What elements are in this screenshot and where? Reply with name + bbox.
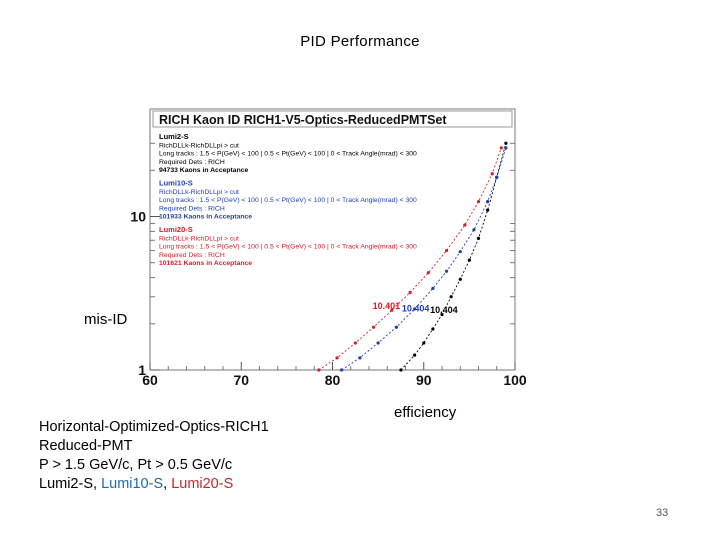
curve-annotation: 10.401 <box>373 301 401 311</box>
data-point <box>431 286 435 291</box>
data-point <box>394 325 398 329</box>
lumi10-label: Lumi10-S <box>101 476 164 492</box>
y-tick-label: 10 <box>130 209 146 225</box>
x-tick-label: 90 <box>416 372 432 388</box>
data-point <box>431 327 435 331</box>
data-point <box>413 353 417 357</box>
data-point <box>335 356 339 360</box>
data-point <box>408 290 412 295</box>
data-point <box>449 295 453 299</box>
data-point <box>358 356 362 360</box>
legend-text: 94733 Kaons in Acceptance <box>159 167 249 174</box>
lumi20-label: Lumi20-S <box>171 476 234 492</box>
notes-line-lumi: Lumi2-S, Lumi10-S, Lumi20-S <box>39 475 269 494</box>
data-point <box>426 271 430 275</box>
data-point <box>413 307 417 311</box>
data-point <box>440 312 444 317</box>
data-point <box>504 146 508 150</box>
page-number: 33 <box>656 507 669 519</box>
data-point <box>467 258 471 262</box>
data-point <box>472 228 476 232</box>
lumi-separator: , <box>163 476 172 492</box>
lumi2-label: Lumi2-S <box>39 476 93 492</box>
legend-text: RichDLLk-RichDLLpi > cut <box>159 189 239 196</box>
legend-text: RichDLLk-RichDLLpi > cut <box>159 235 239 242</box>
data-point <box>504 141 508 145</box>
y-tick-label: 1 <box>138 362 146 378</box>
x-tick-label: 80 <box>325 372 341 388</box>
data-point <box>340 368 344 372</box>
slide-notes: Horizontal-Optimized-Optics-RICH1 Reduce… <box>39 418 269 494</box>
notes-line-pmt: Reduced-PMT <box>39 438 133 454</box>
y-axis-caption: mis-ID <box>84 311 128 328</box>
x-axis-caption: efficiency <box>394 404 457 421</box>
slide-title: PID Performance <box>300 33 420 50</box>
data-point <box>490 172 494 176</box>
data-point <box>353 341 357 345</box>
data-point <box>486 200 490 204</box>
legend-text: Long tracks : 1.5 < P(GeV) < 100 | 0.5 <… <box>159 197 417 204</box>
data-point <box>422 341 426 345</box>
legend-text: Required Dets : RICH <box>159 205 225 212</box>
x-tick-label: 100 <box>503 372 527 388</box>
legend-text: Required Dets : RICH <box>159 252 225 259</box>
lumi-separator: , <box>93 476 102 492</box>
data-point <box>499 146 503 150</box>
data-point <box>476 236 481 241</box>
notes-line-cuts: P > 1.5 GeV/c, Pt > 0.5 GeV/c <box>39 457 233 473</box>
series-line <box>400 143 507 371</box>
legend-text: 101933 Kaons in Acceptance <box>159 214 252 221</box>
series-line <box>318 147 502 371</box>
chart-title: RICH Kaon ID RICH1-V5-Optics-ReducedPMTS… <box>159 113 447 127</box>
data-point <box>458 277 462 281</box>
data-point <box>476 200 481 204</box>
x-tick-label: 60 <box>142 372 158 388</box>
legend-text: RichDLLk-RichDLLpi > cut <box>159 142 239 149</box>
legend-text: Lumi20-S <box>159 225 193 234</box>
curve-annotation: 10.404 <box>402 304 430 314</box>
legend-text: Long tracks : 1.5 < P(GeV) < 100 | 0.5 <… <box>159 244 417 251</box>
data-point <box>317 368 321 372</box>
data-point <box>376 341 380 345</box>
series-line <box>341 147 507 371</box>
legend-text: Required Dets : RICH <box>159 159 225 166</box>
x-tick-label: 70 <box>233 372 249 388</box>
legend-text: Lumi2-S <box>159 132 189 141</box>
data-point <box>444 269 449 273</box>
data-point <box>463 223 467 227</box>
data-point <box>390 308 394 312</box>
data-point <box>458 250 462 254</box>
legend-text: Long tracks : 1.5 < P(GeV) < 100 | 0.5 <… <box>159 151 417 158</box>
notes-line-optics: Horizontal-Optimized-Optics-RICH1 <box>39 419 269 435</box>
data-point <box>371 325 376 329</box>
chart-title-box <box>152 110 513 128</box>
data-point <box>444 248 449 253</box>
legend-text: Lumi10-S <box>159 179 193 188</box>
data-point <box>486 208 490 212</box>
data-point <box>495 175 499 179</box>
legend-text: 101621 Kaons in Acceptance <box>159 260 252 267</box>
curve-annotation: 10.404 <box>430 305 458 315</box>
data-point <box>399 368 403 372</box>
